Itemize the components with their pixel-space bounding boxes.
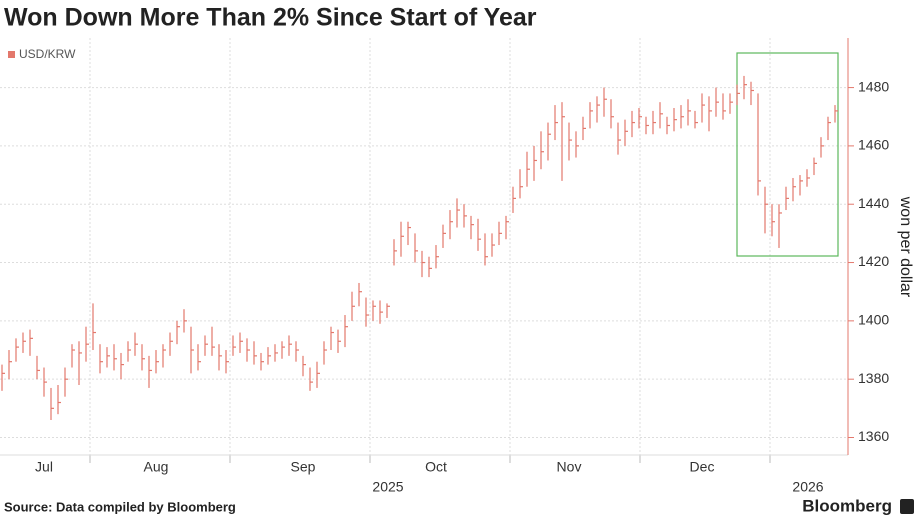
year-label: 2025 xyxy=(372,479,403,495)
y-tick-label: 1440 xyxy=(858,195,889,211)
source: Source: Data compiled by Bloomberg xyxy=(4,499,236,514)
highlight-box xyxy=(736,52,839,257)
y-tick-label: 1380 xyxy=(858,370,889,386)
y-axis-title: won per dollar xyxy=(897,196,914,298)
y-tick-label: 1360 xyxy=(858,428,889,444)
x-tick-label: Jul xyxy=(35,459,53,475)
chart-title: Won Down More Than 2% Since Start of Yea… xyxy=(4,4,537,32)
brand-icon xyxy=(900,499,914,514)
x-tick-label: Sep xyxy=(291,459,316,475)
y-tick-label: 1400 xyxy=(858,312,889,328)
x-tick-label: Nov xyxy=(557,459,582,475)
brand: Bloomberg xyxy=(802,496,892,515)
x-tick-label: Aug xyxy=(144,459,169,475)
year-label: 2026 xyxy=(792,479,823,495)
x-tick-label: Dec xyxy=(690,459,715,475)
legend-swatch xyxy=(8,51,15,58)
legend-label: USD/KRW xyxy=(19,47,76,61)
y-tick-label: 1420 xyxy=(858,253,889,269)
y-tick-label: 1480 xyxy=(858,78,889,94)
y-tick-label: 1460 xyxy=(858,137,889,153)
x-tick-label: Oct xyxy=(425,459,447,475)
